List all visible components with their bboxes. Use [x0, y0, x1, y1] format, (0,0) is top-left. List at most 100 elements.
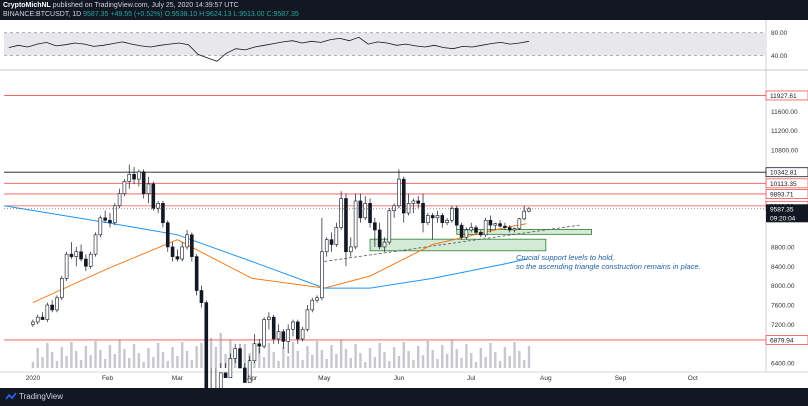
candle-body: [127, 173, 132, 182]
price-tick-label: 10800.00: [771, 148, 798, 155]
price-chart[interactable]: 80.0040.0011600.0011200.0010800.0010400.…: [0, 20, 808, 406]
candle-body: [190, 234, 194, 257]
candle-body: [348, 246, 353, 253]
candle-body: [257, 343, 262, 347]
volume-bar: [152, 357, 155, 368]
candle-body: [180, 246, 185, 260]
volume-bar: [484, 357, 487, 368]
volume-bar: [441, 345, 444, 368]
volume-bar: [171, 347, 174, 368]
candle-body: [507, 227, 512, 231]
candle-body: [324, 239, 329, 253]
candle-body: [305, 309, 310, 330]
candle-body: [194, 256, 199, 291]
candle-body: [103, 217, 107, 221]
volume-bar: [460, 358, 463, 368]
volume-bar: [527, 346, 531, 368]
volume-bar: [349, 358, 352, 368]
candle-body: [363, 203, 368, 219]
volume-bar: [388, 361, 391, 368]
candle-body: [267, 316, 271, 320]
time-tick-label: 2020: [26, 375, 41, 382]
candle-body: [50, 304, 54, 311]
volume-bar: [282, 347, 285, 368]
volume-bar: [522, 360, 526, 368]
price-tick-label: 8400.00: [771, 264, 795, 271]
volume-bar: [190, 360, 194, 368]
candle-body: [88, 253, 93, 267]
trendline: [324, 224, 580, 262]
volume-bar: [513, 342, 516, 368]
volume-bar: [392, 347, 396, 368]
candle-body: [445, 219, 449, 224]
volume-bar: [185, 351, 189, 368]
volume-bar: [311, 355, 314, 368]
author-name[interactable]: CryptoMichNL: [3, 2, 51, 9]
countdown-label: 09:20:04: [770, 215, 796, 222]
price-tick-label: 7200.00: [771, 322, 795, 329]
candle-body: [474, 227, 478, 233]
tradingview-logo-icon: [5, 392, 17, 400]
volume-bar: [200, 343, 203, 368]
volume-bar: [489, 343, 492, 368]
level-label-box: [765, 189, 808, 199]
level-label-box: [765, 335, 808, 345]
candle-body: [483, 219, 488, 236]
candle-body: [31, 321, 35, 325]
candle-body: [450, 207, 454, 221]
candle-body: [117, 193, 122, 207]
candle-body: [416, 200, 421, 204]
volume-bar: [383, 352, 386, 368]
time-tick-label: Oct: [688, 375, 698, 382]
volume-bar: [469, 353, 473, 368]
moving-average-line: [32, 223, 527, 304]
candle-body: [517, 218, 522, 229]
current-price-label: 9587.35: [770, 206, 794, 213]
volume-bar: [195, 346, 198, 368]
candle-body: [527, 208, 531, 212]
volume-bar: [41, 357, 44, 368]
volume-bar: [272, 352, 275, 368]
volume-bar: [286, 356, 290, 368]
volume-bar: [113, 354, 116, 368]
candle-body: [469, 227, 473, 231]
candle-body: [45, 304, 50, 320]
volume-bar: [60, 347, 63, 368]
level-label-box: [765, 90, 808, 101]
candle-body: [64, 253, 69, 279]
volume-bar: [518, 351, 521, 368]
candle-body: [151, 183, 156, 209]
candle-body: [392, 205, 396, 211]
candle-body: [112, 205, 117, 224]
volume-bar: [108, 345, 112, 368]
candle-body: [165, 222, 170, 248]
candle-body: [55, 297, 59, 311]
volume-bar: [301, 360, 304, 368]
volume-bar: [267, 343, 271, 368]
volume-bar: [364, 362, 367, 368]
support-zone: [369, 238, 547, 252]
chart-area[interactable]: 80.0040.0011600.0011200.0010800.0010400.…: [0, 20, 808, 406]
volume-bar: [335, 354, 338, 368]
volume-bar: [161, 352, 165, 368]
volume-bar: [262, 357, 266, 368]
candle-body: [411, 200, 416, 204]
candle-body: [421, 203, 425, 224]
candle-body: [262, 319, 266, 347]
volume-bar: [181, 342, 184, 368]
candle-body: [459, 224, 464, 238]
candle-body: [243, 367, 247, 383]
candle-body: [276, 331, 281, 340]
candle-body: [79, 251, 83, 260]
ohlc-values: O:9538.10 H:9624.13 L:9513.00 C:9587.35: [164, 11, 299, 18]
volume-bar: [421, 355, 425, 368]
candle-body: [137, 171, 141, 180]
level-label: 11927.61: [770, 93, 797, 100]
symbol-label: BINANCE:BTCUSDT, 1D: [3, 11, 82, 18]
candle-body: [300, 328, 305, 340]
candle-body: [454, 207, 459, 226]
rsi-tick-label: 80.00: [771, 30, 788, 37]
volume-bar: [156, 343, 160, 368]
level-label: 10113.35: [770, 181, 797, 188]
candle-body: [59, 278, 64, 299]
